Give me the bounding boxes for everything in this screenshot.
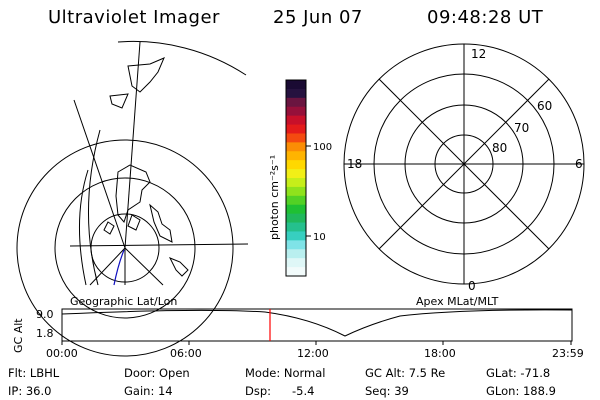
canada-coast-2 (168, 257, 189, 277)
satellite-track (113, 249, 125, 286)
colorbar-swatch (286, 178, 306, 188)
altitude-ytick-high: 9.0 (36, 308, 54, 321)
status-dsp-value: -5.4 (292, 384, 315, 398)
geo-meridian-3 (89, 247, 126, 286)
colorbar-swatch (286, 204, 306, 215)
apex-caption: Apex MLat/MLT (416, 295, 499, 308)
status-dsp-label: Dsp: (245, 384, 272, 398)
date-label: 25 Jun 07 (273, 7, 363, 28)
status-gc-alt: GC Alt: 7.5 Re (365, 366, 446, 380)
colorbar-swatch (286, 115, 306, 126)
geo-meridian-4 (124, 247, 164, 286)
colorbar-tick-label-100: 100 (313, 142, 332, 153)
colorbar-swatch (286, 106, 306, 117)
island-coast (109, 93, 129, 109)
geo-lat-circle-3 (16, 139, 234, 357)
geo-edge-curve-1 (78, 169, 89, 286)
colorbar-swatch (286, 88, 306, 99)
colorbar-unit-label: photon cm⁻²s⁻¹ (268, 155, 281, 240)
colorbar-swatch (286, 258, 306, 268)
colorbar-swatch (286, 222, 306, 233)
status-gain: Gain: 14 (124, 384, 173, 398)
xtick-label-0000: 00:00 (46, 347, 78, 360)
geo-lat-arc-4 (117, 40, 247, 76)
colorbar-swatch (286, 133, 306, 143)
status-ip: IP: 36.0 (8, 384, 52, 398)
svalbard-coast (127, 57, 165, 93)
mlt-label-18: 18 (347, 157, 362, 171)
colorbar-swatch (286, 124, 306, 135)
colorbar: 100 10 photon cm⁻²s⁻¹ (268, 79, 332, 277)
geo-meridian-1 (73, 99, 126, 249)
colorbar-swatch (286, 186, 306, 197)
status-glon: GLon: 188.9 (486, 384, 556, 398)
mlt-label-6: 6 (575, 157, 583, 171)
geo-meridian-2 (124, 41, 141, 249)
canada-coast-1 (149, 203, 173, 243)
colorbar-swatch (286, 195, 306, 206)
altitude-strip (61, 308, 573, 345)
colorbar-swatches (286, 80, 306, 277)
status-seq: Seq: 39 (365, 384, 409, 398)
xtick-label-1200: 12:00 (297, 347, 329, 360)
colorbar-swatch (286, 151, 306, 161)
colorbar-swatch (286, 142, 306, 152)
status-mode: Mode: Normal (245, 366, 326, 380)
altitude-frame (61, 308, 573, 342)
baffin-coast (127, 214, 141, 231)
colorbar-swatch (286, 267, 306, 277)
colorbar-swatch (286, 240, 306, 250)
polar-diag-2 (378, 78, 550, 250)
mlt-label-0: 0 (468, 279, 476, 293)
colorbar-swatch (286, 231, 306, 241)
colorbar-swatch (286, 160, 306, 170)
colorbar-swatch (286, 80, 306, 90)
geographic-map (16, 40, 249, 357)
mlt-label-12: 12 (471, 47, 486, 61)
xtick-label-0600: 06:00 (170, 347, 202, 360)
small-island-coast (103, 221, 115, 235)
xtick-label-1800: 18:00 (424, 347, 456, 360)
altitude-ytick-low: 1.8 (36, 327, 54, 340)
geo-lat-circle-2 (54, 177, 196, 319)
xtick-label-2359: 23:59 (552, 347, 584, 360)
colorbar-frame (285, 79, 307, 277)
mlat-label-70: 70 (514, 121, 529, 135)
polar-plot (343, 43, 585, 285)
colorbar-swatch (286, 213, 306, 224)
mlat-label-60: 60 (537, 99, 552, 113)
geo-horizon-line (69, 243, 249, 247)
greenland-coast (115, 164, 151, 223)
colorbar-tick-label-10: 10 (313, 232, 326, 243)
colorbar-swatch (286, 249, 306, 259)
geographic-caption: Geographic Lat/Lon (70, 295, 178, 308)
status-door: Door: Open (124, 366, 190, 380)
altitude-ylabel: GC Alt (12, 318, 25, 353)
colorbar-swatch (286, 97, 306, 108)
instrument-title: Ultraviolet Imager (48, 7, 220, 28)
colorbar-swatch (286, 169, 306, 179)
time-label: 09:48:28 UT (427, 7, 544, 28)
status-filter: Flt: LBHL (8, 366, 60, 380)
altitude-curve (61, 309, 573, 337)
status-glat: GLat: -71.8 (486, 366, 551, 380)
geo-edge-curve-2 (87, 129, 101, 286)
mlat-label-80: 80 (492, 141, 507, 155)
